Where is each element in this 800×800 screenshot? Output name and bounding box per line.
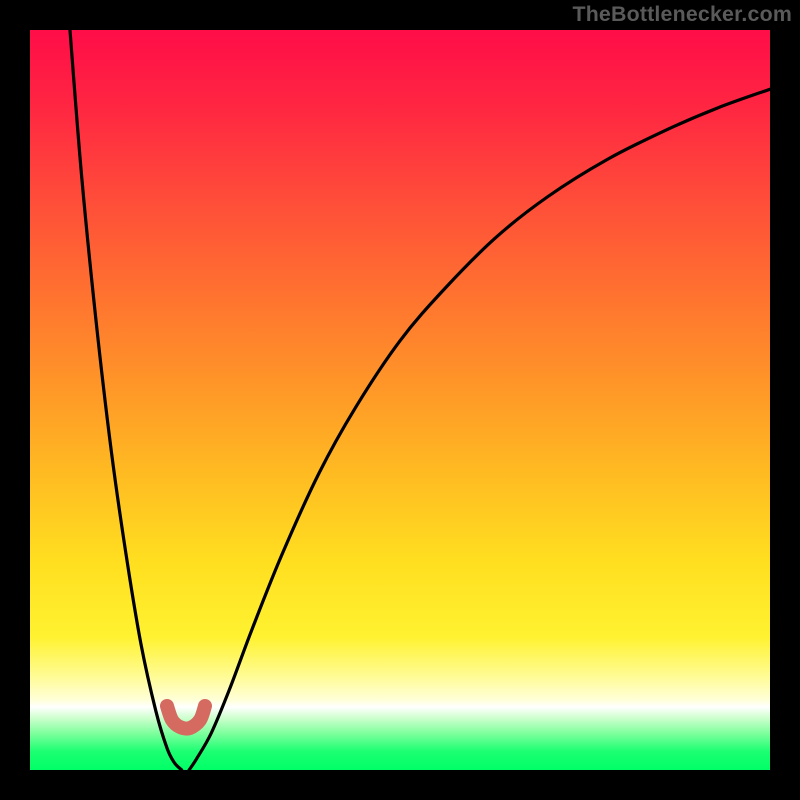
watermark-text: TheBottlenecker.com	[572, 2, 792, 27]
plot-background	[30, 30, 770, 770]
bottleneck-chart	[0, 0, 800, 800]
chart-root: TheBottlenecker.com	[0, 0, 800, 800]
